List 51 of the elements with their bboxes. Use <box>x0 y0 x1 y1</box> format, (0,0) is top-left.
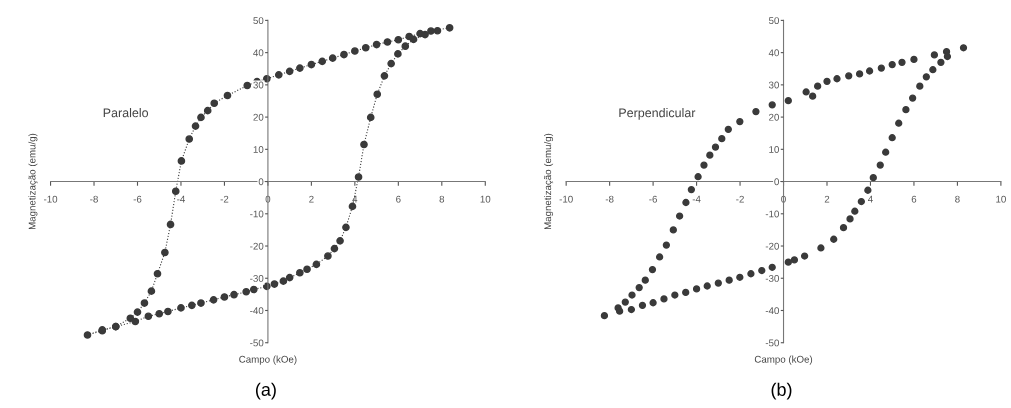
x-tick-label: 8 <box>955 195 960 203</box>
y-tick-label: -30 <box>250 274 264 282</box>
y-tick-label: 10 <box>253 146 264 153</box>
x-tick-label: -4 <box>692 195 701 203</box>
annotation: Perpendicular <box>619 108 696 120</box>
x-tick-label: 2 <box>309 195 314 203</box>
x-tick-label: -4 <box>177 195 186 203</box>
x-axis-title: Campo (kOe) <box>754 355 813 365</box>
y-tick-label: -50 <box>765 339 779 347</box>
x-tick-label: 4 <box>352 195 358 203</box>
y-tick-label: -40 <box>250 307 264 315</box>
y-tick-label: 30 <box>768 81 779 89</box>
y-tick-label: -20 <box>250 242 264 250</box>
text: (a) <box>255 382 276 400</box>
x-tick-label: -10 <box>43 195 58 203</box>
y-tick-label: -40 <box>765 307 779 315</box>
x-tick-label: 0 <box>265 195 271 203</box>
y-tick-label: -10 <box>765 210 779 218</box>
x-tick-label: -10 <box>559 195 573 203</box>
y-tick-label: -50 <box>250 339 264 347</box>
y-tick-label: -30 <box>765 274 779 282</box>
y-tick-label: 20 <box>253 113 264 121</box>
y-tick-label: 0 <box>774 178 779 186</box>
y-tick-label: 20 <box>769 113 779 121</box>
x-tick-label: -6 <box>133 195 142 203</box>
x-tick-label: 10 <box>480 195 491 203</box>
x-axis-title: Campo (kOe) <box>239 355 297 365</box>
x-tick-label: 6 <box>396 195 401 203</box>
x-tick-label: 6 <box>911 195 917 203</box>
annotation: Paralelo <box>103 108 149 118</box>
y-axis-title: Magnetização (emu/g) <box>544 133 554 230</box>
y-tick-label: 40 <box>253 49 264 57</box>
x-tick-label: -8 <box>90 195 98 203</box>
y-tick-label: 0 <box>258 178 264 186</box>
y-tick-label: -10 <box>250 210 264 218</box>
x-tick-label: 10 <box>996 195 1006 203</box>
x-tick-label: -8 <box>605 195 614 203</box>
x-tick-label: 4 <box>867 195 873 203</box>
y-tick-label: 30 <box>253 81 264 89</box>
y-tick-label: 40 <box>768 49 779 57</box>
x-tick-label: 2 <box>824 195 830 203</box>
x-tick-label: -2 <box>736 195 744 203</box>
y-tick-label: 50 <box>768 17 779 25</box>
y-tick-label: -20 <box>765 242 779 250</box>
x-tick-label: -6 <box>649 195 657 203</box>
y-tick-label: 10 <box>769 146 779 153</box>
x-tick-label: 8 <box>439 195 445 203</box>
x-tick-label: -2 <box>220 195 229 203</box>
text: (b) <box>771 382 792 400</box>
y-axis-title: Magnetização (emu/g) <box>28 133 38 230</box>
y-tick-label: 50 <box>253 17 264 25</box>
